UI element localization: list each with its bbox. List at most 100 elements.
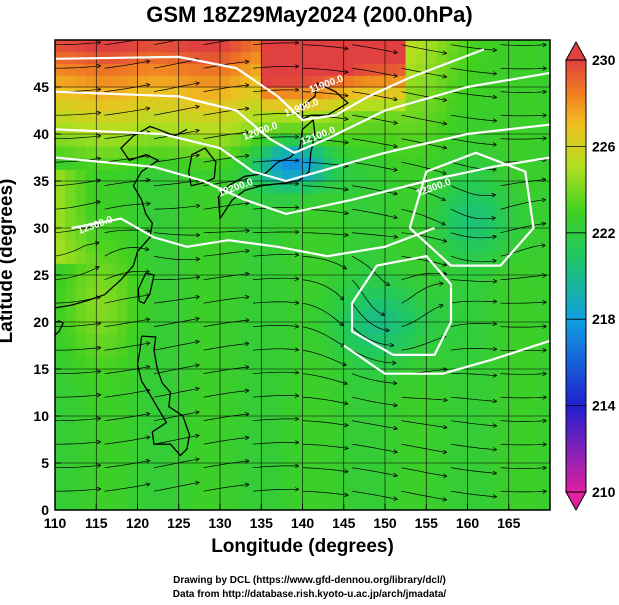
streamline — [351, 232, 397, 237]
streamline — [153, 297, 199, 304]
streamline — [203, 438, 249, 445]
coastline — [55, 320, 64, 336]
streamline — [450, 185, 495, 196]
streamline — [401, 185, 445, 201]
streamline — [55, 267, 99, 281]
streamline — [153, 180, 199, 187]
streamline — [302, 185, 348, 190]
streamline — [104, 180, 150, 187]
streamline — [401, 232, 447, 242]
streamline — [104, 85, 150, 93]
streamline — [203, 62, 249, 69]
height-contour — [55, 48, 485, 122]
temperature-field — [55, 40, 550, 510]
y-tick-label: 30 — [33, 220, 49, 236]
streamline — [500, 275, 546, 281]
streamline — [500, 444, 546, 445]
streamline — [153, 459, 199, 469]
streamline — [351, 373, 396, 384]
streamline — [252, 90, 298, 93]
streamline — [55, 418, 100, 422]
streamline — [55, 180, 100, 187]
streamline — [203, 231, 249, 234]
streamline — [153, 435, 199, 445]
credit-drawing: Drawing by DCL (https://www.gfd-dennou.o… — [173, 575, 446, 586]
streamline — [500, 350, 546, 351]
streamline — [252, 66, 298, 69]
streamline — [450, 44, 496, 51]
streamline — [351, 279, 384, 316]
streamline — [302, 349, 346, 365]
streamline — [351, 396, 397, 405]
y-tick-label: 10 — [33, 408, 49, 424]
streamline — [500, 374, 546, 375]
streamline — [203, 391, 249, 398]
streamline — [351, 349, 396, 363]
height-contour — [343, 339, 550, 375]
streamline — [450, 348, 496, 350]
streamline — [500, 200, 546, 210]
streamline — [450, 91, 496, 98]
streamline — [302, 255, 347, 269]
streamline — [302, 396, 348, 404]
coastline — [55, 125, 188, 309]
y-axis-label: Latitude (degrees) — [0, 178, 17, 344]
streamline — [252, 278, 298, 280]
colorbar-tick-label: 226 — [592, 138, 616, 154]
height-contour — [55, 156, 550, 216]
streamline — [154, 277, 199, 281]
coastline — [301, 82, 349, 120]
streamline — [450, 467, 496, 474]
streamline — [500, 68, 546, 69]
streamline — [203, 274, 249, 281]
streamline — [302, 373, 347, 384]
streamline — [55, 243, 99, 257]
height-contours — [55, 48, 550, 375]
streamline — [302, 232, 348, 235]
streamline — [351, 443, 397, 452]
streamline — [55, 442, 100, 445]
streamline — [203, 297, 249, 304]
streamline — [401, 337, 446, 351]
streamline — [401, 255, 447, 265]
colorbar-tick-label: 222 — [592, 225, 616, 241]
streamline — [450, 232, 496, 238]
streamline — [351, 91, 397, 100]
streamline — [450, 208, 495, 219]
streamline — [252, 137, 298, 140]
streamline — [252, 489, 298, 492]
colorbar: 210 214 218 222 226 230 — [565, 40, 616, 512]
streamline — [252, 302, 298, 303]
streamline — [104, 343, 150, 351]
streamline — [302, 326, 345, 347]
x-axis-ticks: 110 115 120 125 130 135 140 145 150 155 160 165 — [44, 504, 521, 531]
streamline — [401, 490, 447, 500]
x-axis-label: Longitude (degrees) — [211, 536, 394, 557]
streamline — [500, 245, 545, 257]
streamline — [401, 161, 446, 174]
streamline — [302, 44, 348, 49]
streamline — [351, 302, 389, 330]
x-tick-label: 165 — [497, 515, 521, 531]
colorbar-top-triangle — [565, 40, 587, 61]
streamline — [55, 323, 100, 328]
height-contour — [55, 71, 550, 155]
height-contour — [71, 217, 435, 258]
x-tick-label: 120 — [126, 515, 150, 531]
streamline — [104, 437, 150, 445]
streamline — [104, 40, 150, 46]
x-tick-label: 135 — [250, 515, 274, 531]
streamline — [104, 108, 150, 116]
streamline — [203, 156, 249, 163]
streamline — [450, 490, 496, 497]
streamline — [401, 305, 443, 328]
y-tick-label: 45 — [33, 79, 49, 95]
streamline — [153, 255, 199, 260]
streamline — [401, 283, 443, 304]
streamline — [401, 208, 445, 224]
streamline — [55, 371, 100, 375]
streamline — [351, 208, 397, 218]
streamline — [302, 91, 348, 96]
x-tick-label: 150 — [373, 515, 397, 531]
y-tick-label: 15 — [33, 361, 49, 377]
